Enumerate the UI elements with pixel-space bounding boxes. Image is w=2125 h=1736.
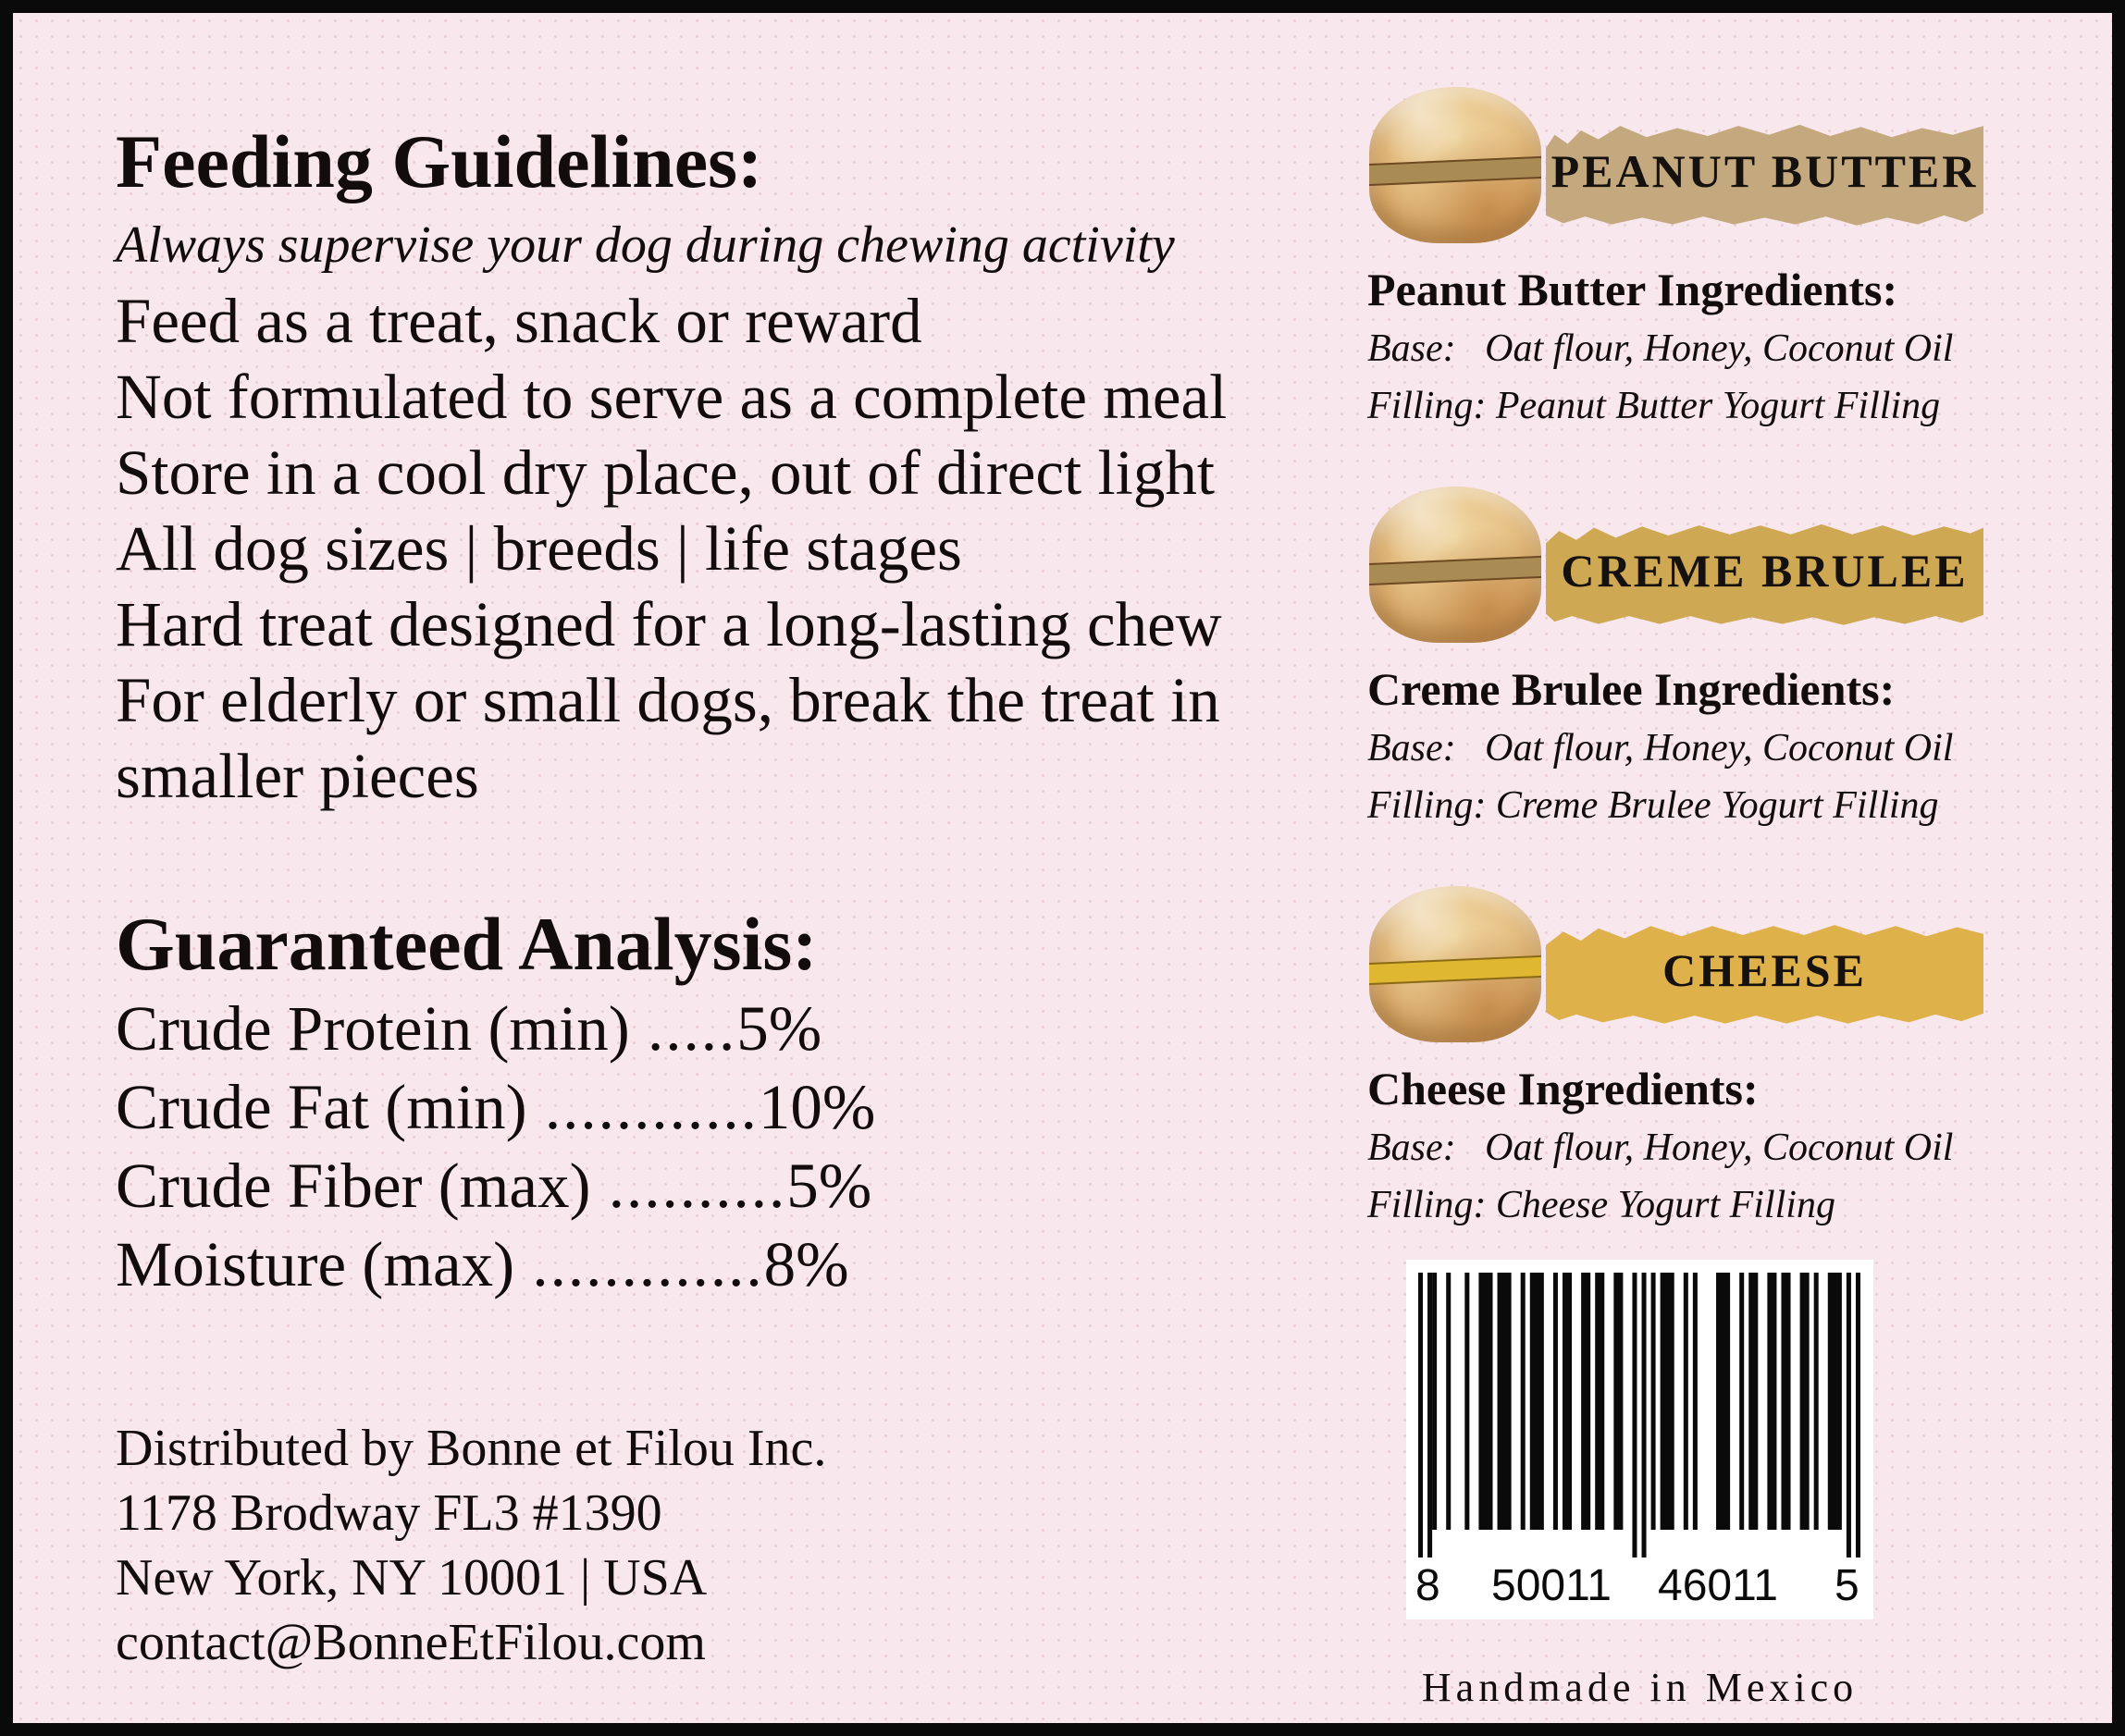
svg-text:50011: 50011: [1491, 1561, 1612, 1610]
svg-text:46011: 46011: [1658, 1561, 1778, 1610]
svg-text:5: 5: [1835, 1561, 1859, 1610]
svg-text:8: 8: [1415, 1561, 1440, 1610]
